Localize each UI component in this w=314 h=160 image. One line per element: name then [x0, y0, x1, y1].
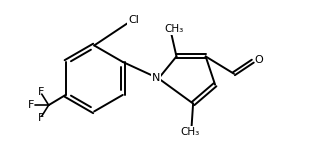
Text: Cl: Cl: [128, 15, 139, 25]
Text: CH₃: CH₃: [165, 24, 184, 34]
Text: F: F: [38, 87, 44, 97]
Text: CH₃: CH₃: [180, 127, 200, 137]
Text: O: O: [254, 55, 263, 65]
Text: F: F: [38, 113, 44, 123]
Text: N: N: [152, 73, 160, 83]
Text: F: F: [28, 100, 35, 110]
